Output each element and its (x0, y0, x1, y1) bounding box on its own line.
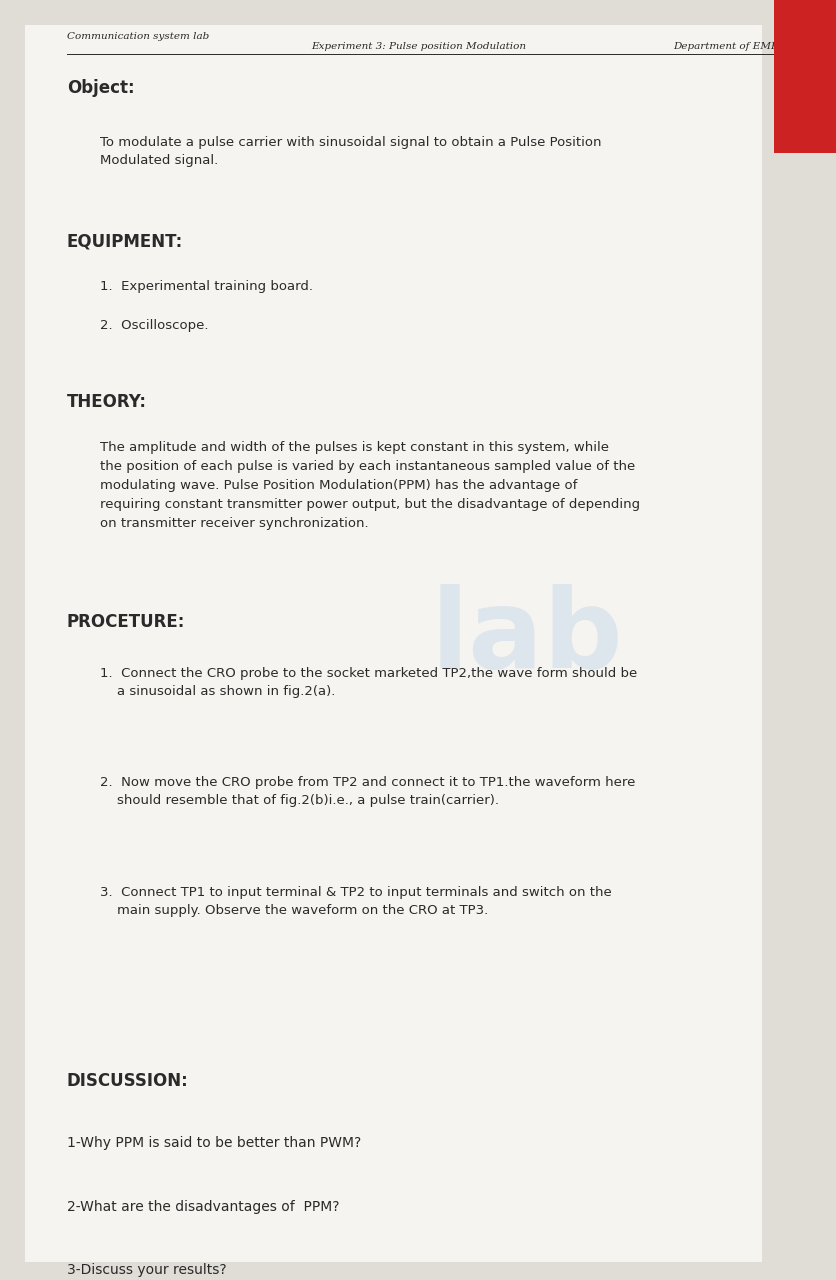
FancyBboxPatch shape (25, 26, 761, 1262)
Text: PROCETURE:: PROCETURE: (67, 613, 185, 631)
Text: 1.  Experimental training board.: 1. Experimental training board. (100, 280, 313, 293)
Text: Experiment 3: Pulse position Modulation: Experiment 3: Pulse position Modulation (311, 42, 525, 51)
Text: Department of EME: Department of EME (672, 42, 777, 51)
Text: 3.  Connect TP1 to input terminal & TP2 to input terminals and switch on the
   : 3. Connect TP1 to input terminal & TP2 t… (100, 886, 611, 916)
Text: DISCUSSION:: DISCUSSION: (67, 1073, 188, 1091)
Text: 1-Why PPM is said to be better than PWM?: 1-Why PPM is said to be better than PWM? (67, 1135, 361, 1149)
Text: EQUIPMENT:: EQUIPMENT: (67, 232, 183, 250)
Text: To modulate a pulse carrier with sinusoidal signal to obtain a Pulse Position
Mo: To modulate a pulse carrier with sinusoi… (100, 137, 601, 168)
Text: 2-What are the disadvantages of  PPM?: 2-What are the disadvantages of PPM? (67, 1199, 339, 1213)
Text: 2.  Now move the CRO probe from TP2 and connect it to TP1.the waveform here
    : 2. Now move the CRO probe from TP2 and c… (100, 777, 635, 808)
Text: 2.  Oscilloscope.: 2. Oscilloscope. (100, 319, 209, 332)
Text: Communication system lab: Communication system lab (67, 32, 209, 41)
Text: lab: lab (431, 584, 623, 691)
Bar (773, 0, 836, 154)
Text: 3-Discuss your results?: 3-Discuss your results? (67, 1263, 227, 1277)
Text: The amplitude and width of the pulses is kept constant in this system, while
the: The amplitude and width of the pulses is… (100, 442, 640, 530)
Text: THEORY:: THEORY: (67, 393, 147, 411)
Text: 1.  Connect the CRO probe to the socket marketed TP2,the wave form should be
   : 1. Connect the CRO probe to the socket m… (100, 667, 637, 698)
Text: Object:: Object: (67, 79, 135, 97)
